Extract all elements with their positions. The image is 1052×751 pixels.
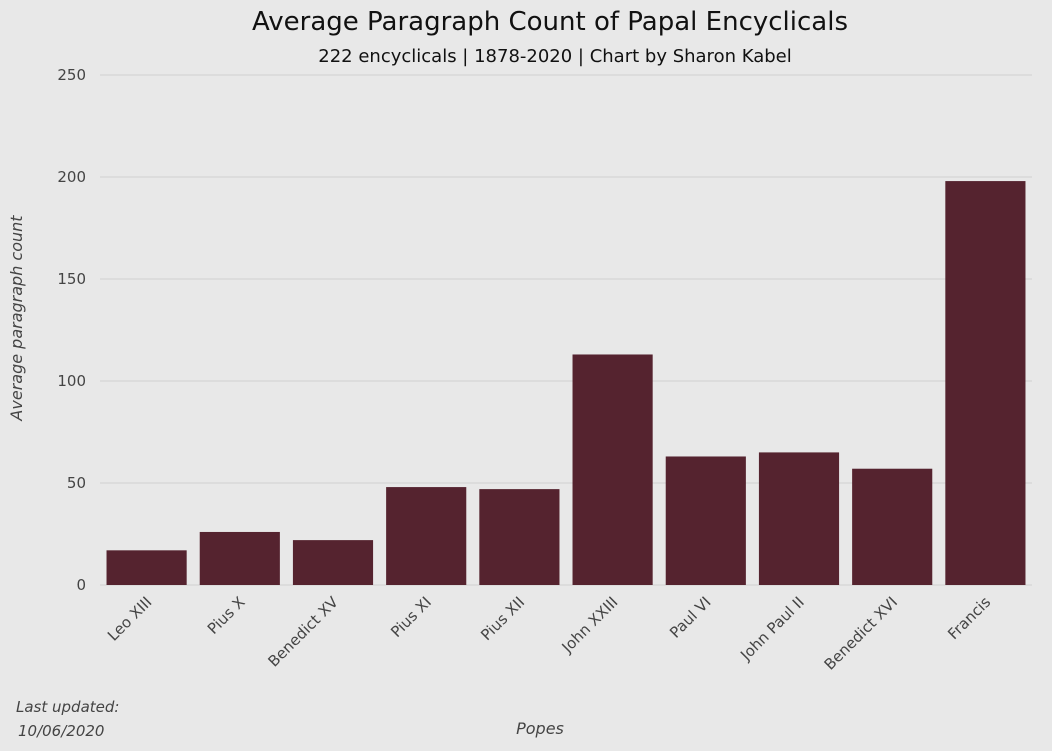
bars	[106, 181, 1026, 585]
y-tick-label: 150	[57, 270, 86, 288]
x-tick-label: Paul VI	[666, 593, 715, 642]
x-axis-ticks: Leo XIII Pius X Benedict XV Pius XI Pius XII…	[104, 593, 994, 674]
y-axis-label: Average paragraph count	[7, 215, 26, 422]
bar	[106, 550, 187, 585]
bar	[665, 456, 746, 585]
x-tick-label: Leo XIII	[104, 593, 155, 644]
x-tick-label: John XXIII	[558, 593, 622, 657]
y-tick-label: 50	[67, 474, 86, 492]
last-updated-date: 10/06/2020	[18, 722, 104, 740]
bar	[199, 531, 280, 585]
x-tick-label: Pius XII	[477, 593, 528, 644]
x-tick-label: John Paul II	[736, 593, 808, 665]
bar	[572, 354, 653, 585]
bar	[758, 452, 840, 585]
y-tick-label: 0	[76, 576, 86, 594]
y-tick-label: 100	[57, 372, 86, 390]
x-axis-label: Popes	[516, 719, 564, 738]
chart-title: Average Paragraph Count of Papal Encycli…	[252, 7, 848, 37]
x-tick-label: Pius X	[204, 593, 249, 638]
bar	[479, 489, 560, 585]
bar	[945, 181, 1026, 585]
last-updated-label: Last updated:	[16, 698, 119, 716]
bar	[386, 487, 467, 585]
bar	[852, 468, 933, 585]
x-tick-label: Benedict XV	[264, 593, 342, 671]
y-tick-label: 200	[57, 168, 86, 186]
x-tick-label: Benedict XVI	[821, 593, 901, 673]
y-axis-ticks: 0 50 100 150 200 250	[57, 66, 86, 594]
y-tick-label: 250	[57, 66, 86, 84]
x-tick-label: Francis	[944, 593, 994, 643]
chart-subtitle: 222 encyclicals | 1878-2020 | Chart by S…	[318, 46, 791, 67]
bar	[292, 540, 374, 585]
x-tick-label: Pius XI	[387, 593, 435, 641]
